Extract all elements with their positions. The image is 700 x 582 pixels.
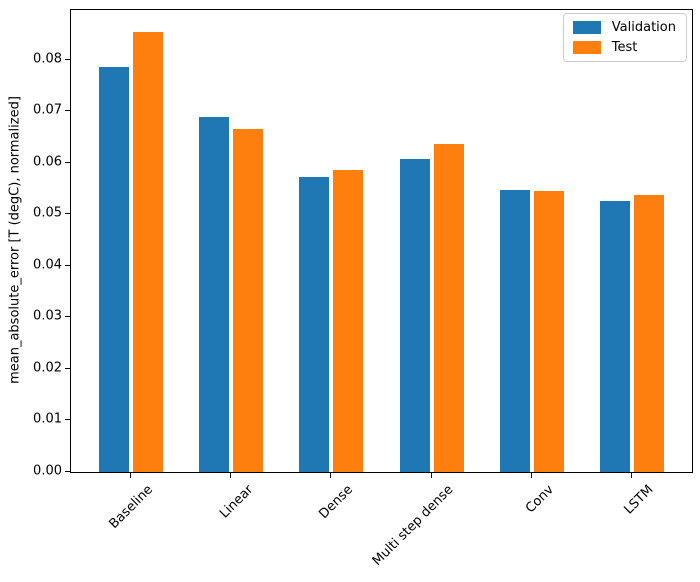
legend: Validation Test bbox=[562, 13, 687, 62]
legend-swatch-test bbox=[572, 41, 601, 54]
bar-validation-dense bbox=[299, 176, 330, 472]
y-tick-label: 0.04 bbox=[33, 257, 62, 273]
bar-test-multi-step-dense bbox=[433, 144, 464, 472]
y-tick-mark bbox=[65, 419, 70, 420]
x-tick-label: Multi step dense bbox=[369, 482, 457, 569]
y-tick-label: 0.06 bbox=[33, 154, 62, 170]
bar-test-dense bbox=[333, 170, 364, 472]
x-tick-label: Baseline bbox=[106, 482, 157, 532]
y-tick-label: 0.07 bbox=[33, 102, 62, 118]
bar-test-lstm bbox=[633, 195, 664, 472]
bar-test-linear bbox=[233, 129, 264, 472]
y-tick-mark bbox=[65, 471, 70, 472]
bar-test-conv bbox=[533, 190, 564, 472]
legend-swatch-validation bbox=[572, 21, 601, 34]
y-tick-mark bbox=[65, 368, 70, 369]
x-tick-label: Conv bbox=[522, 482, 557, 517]
x-tick-mark bbox=[531, 473, 532, 478]
x-tick-mark bbox=[230, 473, 231, 478]
y-tick-mark bbox=[65, 59, 70, 60]
bar-validation-baseline bbox=[99, 67, 130, 472]
bar-validation-conv bbox=[499, 190, 530, 472]
y-tick-mark bbox=[65, 265, 70, 266]
bar-test-baseline bbox=[133, 32, 164, 472]
x-tick-label: Linear bbox=[216, 482, 257, 522]
x-tick-label: LSTM bbox=[621, 482, 657, 518]
y-tick-label: 0.08 bbox=[33, 51, 62, 67]
y-tick-label: 0.00 bbox=[33, 463, 62, 479]
bar-validation-multi-step-dense bbox=[399, 159, 430, 472]
y-tick-mark bbox=[65, 213, 70, 214]
y-tick-mark bbox=[65, 110, 70, 111]
x-tick-mark bbox=[130, 473, 131, 478]
y-tick-label: 0.03 bbox=[33, 308, 62, 324]
x-tick-mark bbox=[330, 473, 331, 478]
y-tick-mark bbox=[65, 316, 70, 317]
y-tick-label: 0.01 bbox=[33, 411, 62, 427]
bar-validation-linear bbox=[199, 117, 230, 472]
x-tick-mark bbox=[631, 473, 632, 478]
y-tick-label: 0.02 bbox=[33, 360, 62, 376]
y-tick-label: 0.05 bbox=[33, 205, 62, 221]
y-axis-label: mean_absolute_error [T (degC), normalize… bbox=[7, 96, 23, 384]
y-tick-mark bbox=[65, 162, 70, 163]
x-tick-mark bbox=[431, 473, 432, 478]
plot-area bbox=[70, 9, 693, 473]
bar-validation-lstm bbox=[599, 201, 630, 472]
legend-label: Test bbox=[611, 40, 638, 55]
x-tick-label: Dense bbox=[316, 482, 357, 522]
legend-item-test: Test bbox=[572, 40, 676, 55]
legend-label: Validation bbox=[611, 20, 676, 35]
legend-item-validation: Validation bbox=[572, 20, 676, 35]
